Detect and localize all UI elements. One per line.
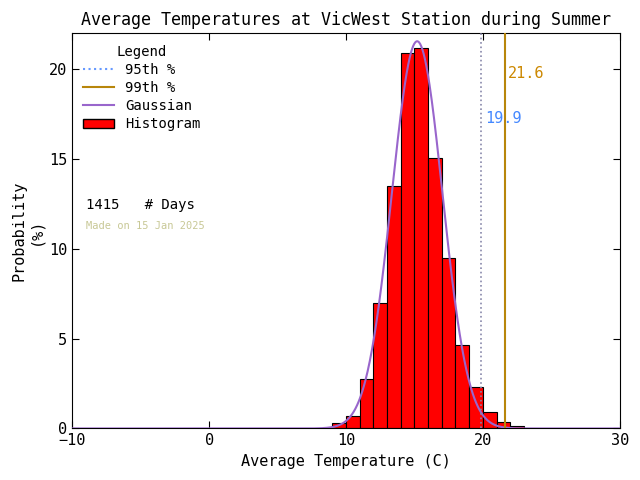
- Legend: 95th %, 99th %, Gaussian, Histogram: 95th %, 99th %, Gaussian, Histogram: [79, 40, 205, 135]
- X-axis label: Average Temperature (C): Average Temperature (C): [241, 454, 451, 469]
- Y-axis label: Probability
(%): Probability (%): [11, 181, 44, 281]
- Bar: [456, 345, 469, 429]
- Text: 19.9: 19.9: [485, 111, 522, 126]
- Bar: [415, 48, 428, 429]
- Bar: [497, 422, 510, 429]
- Bar: [469, 386, 483, 429]
- Bar: [332, 423, 346, 429]
- Bar: [373, 303, 387, 429]
- Bar: [442, 258, 456, 429]
- Bar: [428, 157, 442, 429]
- Text: 21.6: 21.6: [508, 66, 545, 81]
- Bar: [401, 53, 415, 429]
- Text: 1415   # Days: 1415 # Days: [86, 198, 195, 212]
- Bar: [360, 379, 373, 429]
- Bar: [510, 426, 524, 429]
- Bar: [346, 416, 360, 429]
- Bar: [483, 412, 497, 429]
- Text: Made on 15 Jan 2025: Made on 15 Jan 2025: [86, 221, 205, 231]
- Title: Average Temperatures at VicWest Station during Summer: Average Temperatures at VicWest Station …: [81, 11, 611, 29]
- Bar: [387, 186, 401, 429]
